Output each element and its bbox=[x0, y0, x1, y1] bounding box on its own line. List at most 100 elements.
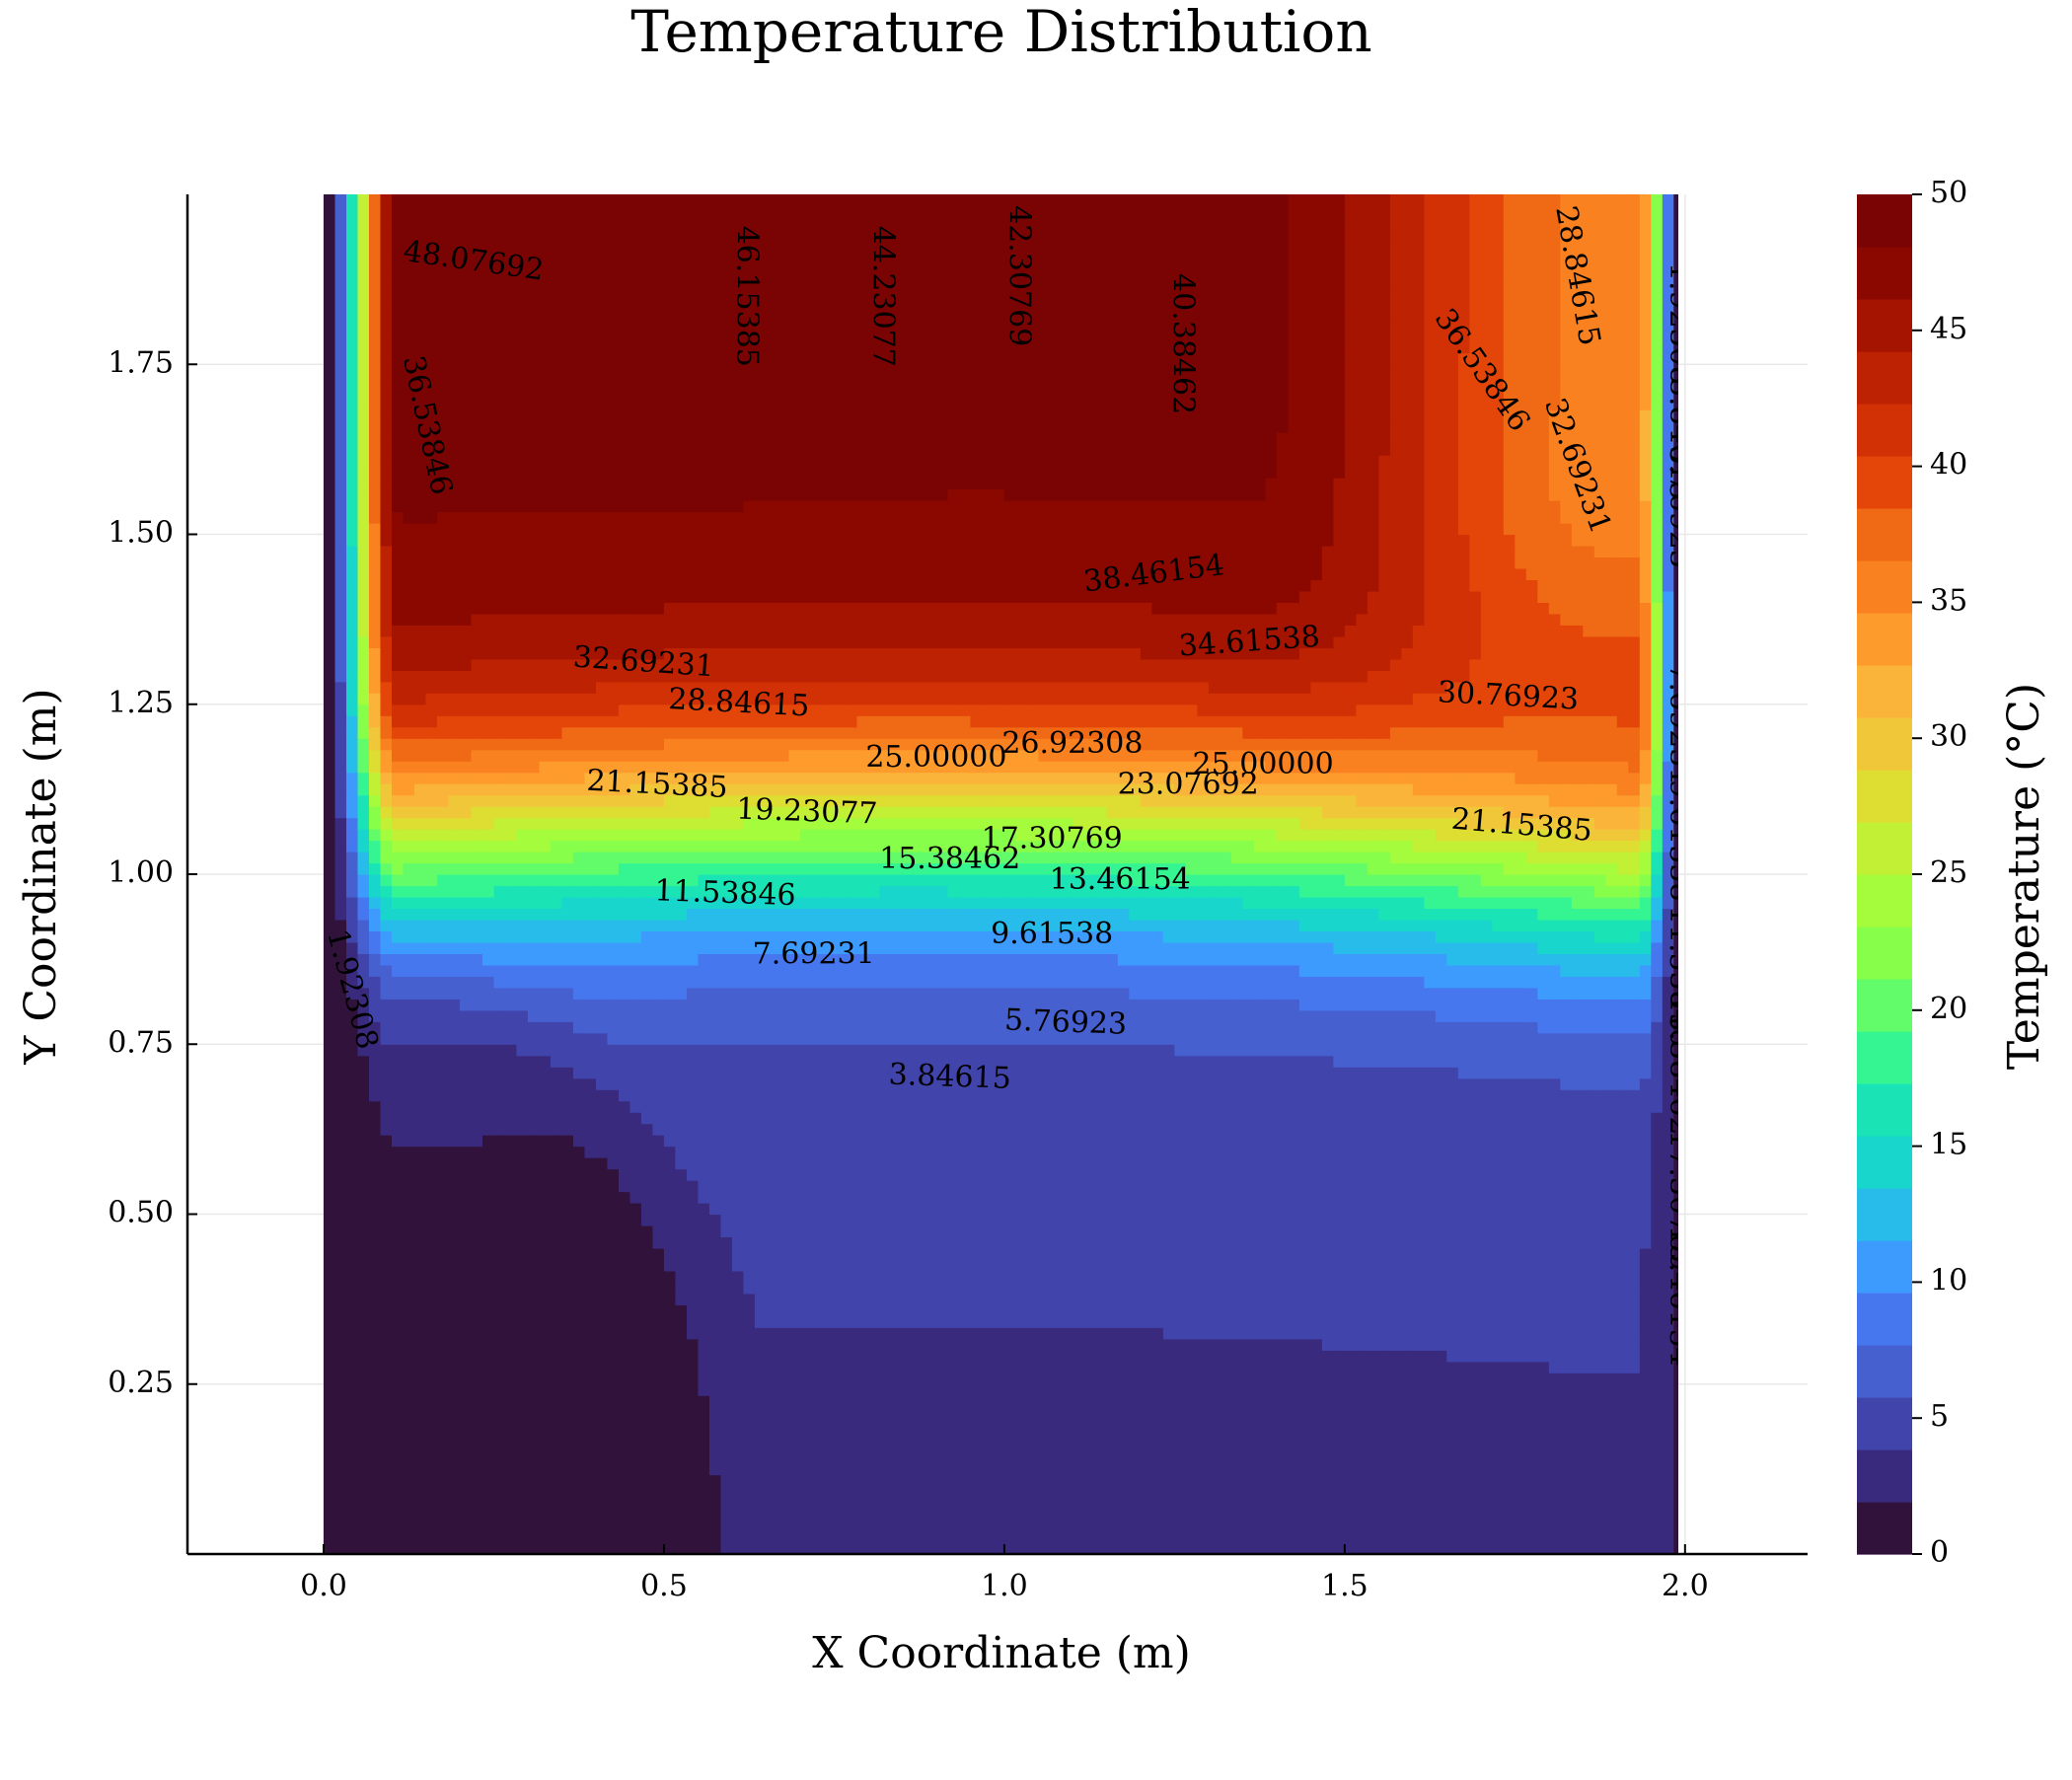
field-cell bbox=[947, 1271, 959, 1283]
field-cell bbox=[982, 1520, 994, 1532]
field-cell bbox=[493, 1372, 505, 1384]
field-cell bbox=[493, 1271, 505, 1283]
field-cell bbox=[334, 1112, 346, 1124]
field-cell bbox=[482, 1304, 494, 1316]
field-cell bbox=[1231, 1157, 1243, 1169]
field-cell bbox=[936, 1101, 948, 1113]
field-cell bbox=[879, 1509, 891, 1520]
field-cell bbox=[914, 1304, 925, 1316]
field-cell bbox=[1458, 1362, 1470, 1373]
field-cell bbox=[823, 1316, 835, 1328]
field-cell bbox=[1605, 1304, 1617, 1316]
field-cell bbox=[891, 1192, 903, 1204]
field-cell bbox=[584, 1294, 596, 1305]
field-cell bbox=[334, 1304, 346, 1316]
field-cell bbox=[811, 1327, 823, 1339]
field-cell bbox=[1027, 1215, 1039, 1226]
field-cell bbox=[846, 1395, 857, 1407]
field-cell bbox=[1288, 1236, 1299, 1248]
field-cell bbox=[982, 1180, 994, 1192]
field-cell bbox=[1061, 1384, 1073, 1396]
field-cell bbox=[687, 1316, 699, 1328]
field-cell bbox=[324, 1112, 335, 1124]
field-cell bbox=[720, 1362, 732, 1373]
field-cell bbox=[1073, 1112, 1084, 1124]
field-cell bbox=[1504, 1294, 1516, 1305]
field-cell bbox=[868, 1372, 880, 1384]
field-cell bbox=[1651, 1294, 1663, 1305]
field-cell bbox=[834, 1418, 846, 1430]
field-cell bbox=[1299, 1192, 1311, 1204]
field-cell bbox=[561, 1180, 573, 1192]
field-cell bbox=[664, 1282, 676, 1294]
field-cell bbox=[346, 1463, 358, 1475]
field-cell bbox=[482, 1372, 494, 1384]
field-cell bbox=[1174, 1316, 1186, 1328]
field-cell bbox=[460, 1203, 472, 1215]
field-cell bbox=[629, 1225, 641, 1237]
field-cell bbox=[652, 1304, 664, 1316]
field-cell bbox=[732, 1395, 744, 1407]
field-cell bbox=[1050, 1395, 1062, 1407]
field-cell bbox=[1141, 1089, 1152, 1101]
field-cell bbox=[766, 1215, 777, 1226]
field-cell bbox=[1265, 1475, 1277, 1487]
field-cell bbox=[1027, 1078, 1039, 1090]
field-cell bbox=[1515, 1384, 1526, 1396]
field-cell bbox=[936, 1475, 948, 1487]
field-cell bbox=[1050, 1372, 1062, 1384]
field-cell bbox=[914, 1236, 925, 1248]
field-cell bbox=[1583, 1282, 1594, 1294]
field-cell bbox=[1061, 1418, 1073, 1430]
field-cell bbox=[619, 1475, 630, 1487]
field-cell bbox=[1015, 1271, 1027, 1283]
field-cell bbox=[1027, 1316, 1039, 1328]
field-cell bbox=[982, 1395, 994, 1407]
field-cell bbox=[834, 1407, 846, 1419]
field-cell bbox=[1560, 1089, 1572, 1101]
field-cell bbox=[1141, 1271, 1152, 1283]
field-cell bbox=[664, 1215, 676, 1226]
field-cell bbox=[551, 1180, 562, 1192]
field-cell bbox=[471, 1498, 482, 1510]
field-cell bbox=[334, 1259, 346, 1271]
field-cell bbox=[1299, 1101, 1311, 1113]
field-cell bbox=[1651, 1248, 1663, 1260]
field-cell bbox=[471, 1430, 482, 1442]
field-cell bbox=[1424, 1169, 1436, 1181]
field-cell bbox=[619, 1327, 630, 1339]
field-cell bbox=[629, 1316, 641, 1328]
field-cell bbox=[1526, 1475, 1538, 1487]
field-cell bbox=[1277, 1441, 1289, 1452]
field-cell bbox=[334, 1475, 346, 1487]
field-cell bbox=[437, 1407, 449, 1419]
field-cell bbox=[766, 1225, 777, 1237]
field-cell bbox=[403, 1520, 414, 1532]
field-cell bbox=[1004, 1124, 1016, 1136]
field-cell bbox=[1151, 1327, 1163, 1339]
field-cell bbox=[369, 1078, 381, 1090]
field-cell bbox=[687, 1203, 699, 1215]
field-cell bbox=[403, 1203, 414, 1215]
field-cell bbox=[846, 1407, 857, 1419]
field-cell bbox=[1378, 1135, 1390, 1147]
field-cell bbox=[1628, 1248, 1640, 1260]
field-cell bbox=[1106, 1225, 1118, 1237]
field-cell bbox=[777, 1509, 789, 1520]
field-cell bbox=[1458, 1192, 1470, 1204]
field-cell bbox=[1492, 1407, 1504, 1419]
field-cell bbox=[573, 1236, 585, 1248]
field-cell bbox=[652, 1372, 664, 1384]
field-cell bbox=[1163, 1101, 1175, 1113]
field-cell bbox=[1174, 1509, 1186, 1520]
field-cell bbox=[1050, 1124, 1062, 1136]
field-cell bbox=[1572, 1124, 1584, 1136]
field-cell bbox=[1015, 1236, 1027, 1248]
field-cell bbox=[357, 1372, 369, 1384]
field-cell bbox=[561, 1248, 573, 1260]
field-cell bbox=[1095, 1112, 1107, 1124]
field-cell bbox=[1549, 1316, 1561, 1328]
field-cell bbox=[720, 1135, 732, 1147]
field-cell bbox=[788, 1203, 800, 1215]
field-cell bbox=[516, 1407, 528, 1419]
